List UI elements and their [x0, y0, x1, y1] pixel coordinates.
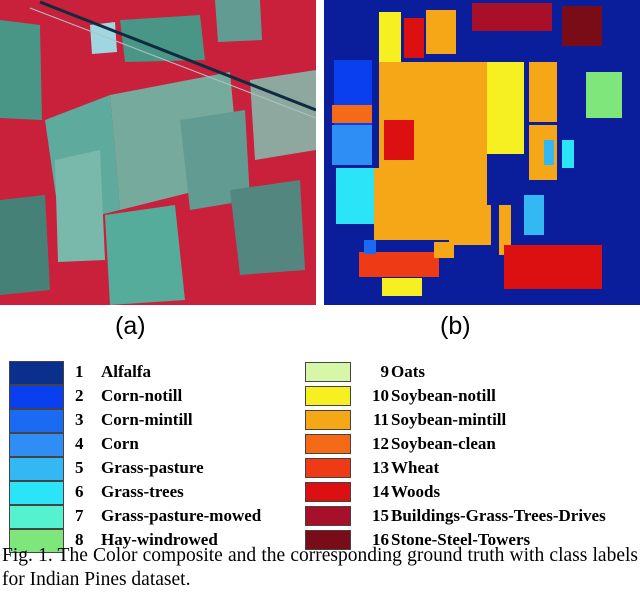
legend-number: 1	[75, 362, 84, 381]
legend-number: 9	[380, 362, 390, 381]
legend-class-name: Soybean-clean	[391, 434, 496, 453]
legend-class-name: Corn	[101, 434, 139, 453]
legend-number: 14	[372, 482, 389, 501]
subfigure-label-b: (b)	[440, 312, 471, 340]
legend-number: 15	[372, 506, 389, 525]
legend-class-name: Buildings-Grass-Trees-Drives	[391, 506, 606, 525]
legend-swatch	[9, 481, 64, 505]
legend-class-name: Soybean-notill	[391, 386, 496, 405]
legend-number: 5	[75, 458, 84, 477]
legend-number: 8	[75, 530, 84, 549]
color-composite-image	[0, 0, 316, 305]
legend-class-name: Corn-mintill	[101, 410, 193, 429]
legend-class-name: Soybean-mintill	[391, 410, 507, 429]
ground-truth-map	[324, 0, 640, 305]
legend-swatch	[9, 361, 64, 385]
legend-number: 3	[75, 410, 84, 429]
legend-number: 7	[75, 506, 84, 525]
legend-class-name: Grass-pasture	[101, 458, 204, 477]
legend-class-name: Corn-notill	[101, 386, 183, 405]
legend-class-name: Grass-pasture-mowed	[101, 506, 262, 525]
legend-swatch	[305, 434, 351, 454]
legend-class-name: Stone-Steel-Towers	[391, 530, 531, 549]
legend-swatch	[9, 409, 64, 433]
legend-number: 6	[75, 482, 84, 501]
legend-swatch	[9, 457, 64, 481]
legend-class-name: Grass-trees	[101, 482, 184, 501]
legend-swatch	[305, 362, 351, 382]
legend-number: 11	[372, 410, 389, 429]
legend-number: 2	[75, 386, 84, 405]
legend-number: 4	[75, 434, 84, 453]
legend-swatch	[9, 529, 64, 553]
legend-swatch	[305, 410, 351, 430]
legend-class-name: Wheat	[391, 458, 440, 477]
legend-number: 16	[372, 530, 389, 549]
legend-number: 13	[372, 458, 389, 477]
legend-swatch	[305, 506, 351, 526]
legend-swatch	[9, 433, 64, 457]
legend-swatch	[305, 530, 351, 550]
legend-class-name: Hay-windrowed	[101, 530, 218, 549]
legend-class-name: Alfalfa	[101, 362, 152, 381]
legend-swatch	[305, 386, 351, 406]
legend-swatch	[9, 385, 64, 409]
legend-class-name: Woods	[391, 482, 441, 501]
legend-class-name: Oats	[391, 362, 425, 381]
legend-swatch	[9, 505, 64, 529]
subfigure-label-a: (a)	[115, 312, 146, 340]
legend-number: 10	[372, 386, 389, 405]
figure-caption: Fig. 1. The Color composite and the corr…	[2, 545, 638, 590]
legend-swatch	[305, 482, 351, 502]
legend-number: 12	[372, 434, 389, 453]
legend-swatch	[305, 458, 351, 478]
